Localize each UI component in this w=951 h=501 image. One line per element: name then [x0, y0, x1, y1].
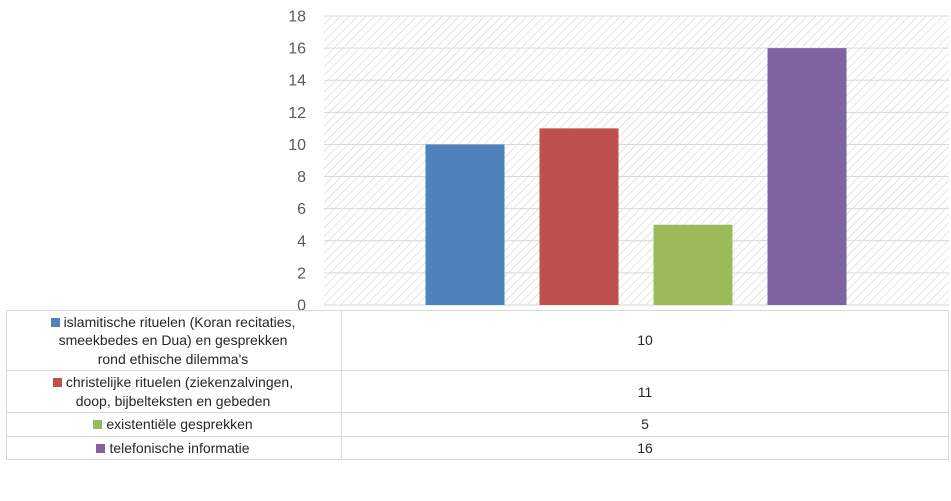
y-axis-tick-labels: 0 2 4 6 8 10 12 14 16 18 — [288, 9, 306, 313]
y-tick-label: 14 — [288, 73, 306, 90]
y-tick-label: 8 — [297, 169, 306, 186]
legend-label-text: rond ethische dilemma's — [97, 350, 249, 367]
legend-entry: christelijke rituelen (ziekenzalvingen, d… — [6, 370, 342, 414]
table-row: existentiële gesprekken 5 — [6, 412, 949, 437]
y-tick-label: 4 — [297, 233, 306, 250]
y-tick-label: 16 — [288, 41, 306, 58]
data-value: 10 — [341, 309, 949, 372]
legend-swatch — [52, 378, 62, 388]
y-tick-label: 10 — [288, 137, 306, 154]
bar-series-4 — [767, 48, 847, 305]
bar-chart: 0 2 4 6 8 10 12 14 16 18 — [288, 9, 949, 313]
legend-entry: telefonische informatie — [6, 435, 342, 461]
y-tick-label: 0 — [297, 298, 306, 313]
legend-label-line: rond ethische dilemma's — [11, 350, 335, 368]
plot-area — [324, 16, 949, 305]
table-row: telefonische informatie 16 — [6, 435, 949, 461]
bar-series-1 — [425, 144, 505, 305]
data-value: 5 — [341, 412, 949, 437]
data-value: 16 — [341, 435, 949, 461]
table-row: christelijke rituelen (ziekenzalvingen, d… — [6, 370, 949, 414]
data-value: 11 — [341, 370, 949, 414]
y-tick-label: 12 — [288, 105, 306, 122]
bar-series-2 — [539, 128, 619, 305]
legend-swatch — [96, 443, 106, 453]
legend-label-line: smeekbedes en Dua) en gesprekken — [11, 331, 335, 349]
legend-label-text: existentiële gesprekken — [106, 416, 253, 433]
legend-label-text: telefonische informatie — [109, 439, 250, 456]
legend-label-text: christelijke rituelen (ziekenzalvingen, — [65, 374, 294, 391]
legend-swatch — [93, 420, 103, 430]
data-table-legend: islamitische rituelen (Koran recitaties,… — [6, 309, 949, 461]
legend-label-text: doop, bijbelteksten en gebeden — [75, 392, 271, 409]
legend-label-text: smeekbedes en Dua) en gesprekken — [58, 332, 288, 349]
bar-series-3 — [653, 224, 733, 305]
y-tick-label: 18 — [288, 9, 306, 26]
legend-entry: islamitische rituelen (Koran recitaties,… — [6, 309, 342, 372]
table-row: islamitische rituelen (Koran recitaties,… — [6, 309, 949, 372]
legend-label-line: christelijke rituelen (ziekenzalvingen, — [11, 373, 335, 391]
legend-label-text: islamitische rituelen (Koran recitaties, — [63, 314, 296, 330]
legend-label-line: telefonische informatie — [11, 439, 335, 457]
y-tick-label: 6 — [297, 201, 306, 218]
legend-label-line: existentiële gesprekken — [11, 415, 335, 433]
legend-label-line: islamitische rituelen (Koran recitaties, — [11, 313, 335, 331]
legend-entry: existentiële gesprekken — [6, 412, 342, 437]
bars — [425, 48, 847, 305]
legend-label-line: doop, bijbelteksten en gebeden — [11, 392, 335, 410]
y-tick-label: 2 — [297, 265, 306, 282]
legend-swatch — [50, 318, 60, 327]
